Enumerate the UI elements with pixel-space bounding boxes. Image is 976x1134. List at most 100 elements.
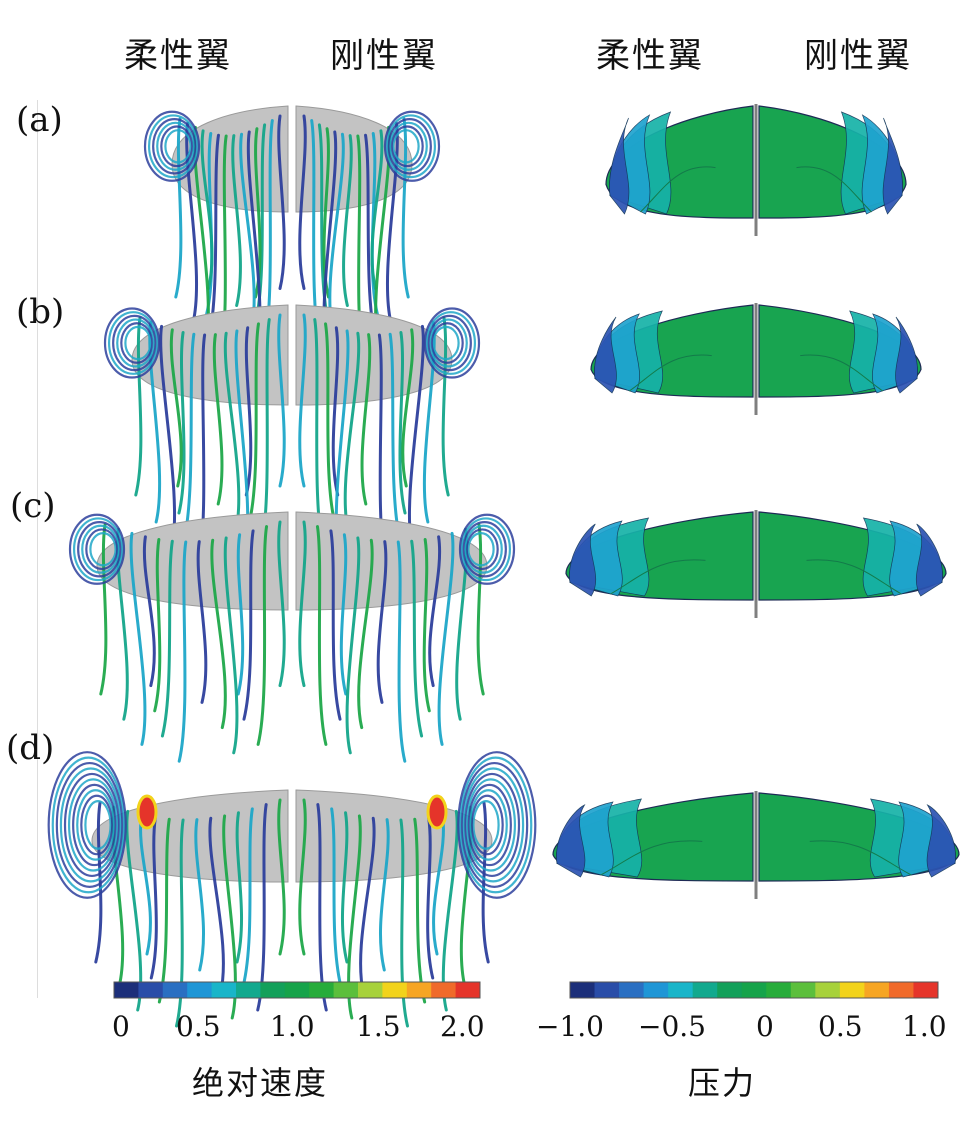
- tip-vortex-loop: [67, 778, 119, 872]
- streamline: [277, 520, 286, 688]
- streamline-rigid-wing: [295, 511, 516, 763]
- streamline: [329, 529, 342, 721]
- header-rigid-pressure: 刚性翼: [804, 36, 912, 76]
- pressure-contour-line: [806, 559, 902, 595]
- pressure-flexible-wing: [552, 792, 754, 882]
- velocity-colorbar-title: 绝对速度: [192, 1064, 329, 1102]
- tip-vortex-loop: [156, 121, 196, 171]
- streamline: [298, 520, 307, 688]
- pressure-flexible-wing: [605, 105, 754, 219]
- pressure-colorbar-segment: [766, 982, 792, 998]
- pressure-rigid-wing: [758, 792, 960, 882]
- streamline: [142, 535, 156, 688]
- row-label-a: (a): [16, 100, 63, 140]
- streamline: [177, 330, 186, 515]
- tip-vortex-loop: [55, 761, 124, 888]
- streamline: [401, 328, 415, 488]
- tip-vortex-loop: [77, 520, 122, 578]
- row-label-b: (b): [16, 292, 65, 332]
- tip-vortex-loop: [68, 513, 126, 585]
- velocity-colorbar-segment: [309, 982, 335, 998]
- wing-surface: [295, 511, 488, 611]
- tip-vortex-loop: [152, 118, 197, 175]
- streamline: [247, 322, 260, 524]
- streamline: [298, 798, 307, 956]
- tip-vortex-loop: [85, 528, 119, 571]
- tip-vortex-loop: [462, 520, 507, 578]
- streamline: [223, 536, 239, 755]
- streamline: [357, 538, 374, 730]
- velocity-tick-3: 1.5: [356, 1010, 401, 1043]
- streamline: [244, 326, 253, 497]
- tip-vortex-loop: [164, 129, 192, 164]
- streamline: [177, 540, 188, 763]
- tip-vortex-loop: [124, 325, 152, 361]
- streamline: [139, 813, 152, 956]
- pressure-colorbar-segment: [913, 982, 939, 998]
- streamline: [376, 540, 388, 704]
- pressure-colorbar-segment: [619, 982, 645, 998]
- velocity-colorbar-segment: [455, 982, 481, 998]
- left-frame-line: [37, 100, 104, 998]
- pressure-contour-band: [915, 523, 943, 597]
- pressure-contour-band: [926, 804, 956, 878]
- streamline: [324, 322, 337, 524]
- streamline: [212, 333, 224, 506]
- velocity-colorbar-segment: [114, 982, 139, 998]
- streamline: [437, 531, 455, 746]
- streamline: [129, 531, 147, 746]
- streamline: [174, 117, 183, 299]
- tip-vortex-loop: [112, 314, 157, 372]
- tip-vortex-loop: [76, 789, 116, 861]
- tip-vortex-loop: [160, 125, 194, 168]
- header-flexible-pressure: 柔性翼: [596, 36, 704, 76]
- tip-vortex-loop: [59, 767, 122, 883]
- streamline: [160, 539, 174, 738]
- streamline: [200, 129, 214, 290]
- streamline: [343, 331, 361, 533]
- tip-vortex-loop: [463, 524, 503, 574]
- tip-vortex-loop: [47, 751, 127, 899]
- streamline: [298, 313, 307, 488]
- velocity-colorbar-segment: [260, 982, 286, 998]
- velocity-colorbar-border: [113, 981, 481, 999]
- streamline-flexible-wing: [47, 751, 289, 1028]
- wing-root-rod: [754, 104, 758, 236]
- body-gap: [290, 506, 294, 730]
- streamline: [370, 129, 384, 290]
- velocity-colorbar-segment: [187, 982, 213, 998]
- tip-vortex-loop: [457, 751, 537, 899]
- streamline: [476, 523, 485, 696]
- streamline-flexible-wing: [103, 304, 289, 569]
- pressure-colorbar-segment: [790, 982, 816, 998]
- streamline: [223, 331, 241, 533]
- pressure-contour-line: [796, 166, 872, 213]
- streamline: [210, 538, 227, 730]
- streamline: [277, 114, 286, 290]
- velocity-tick-2: 1.0: [270, 1010, 315, 1043]
- pressure-colorbar-segment: [888, 982, 914, 998]
- streamline-rigid-wing: [295, 105, 441, 367]
- pressure-contour-band: [594, 316, 617, 394]
- streamline-panels: [47, 100, 537, 1028]
- streamline: [410, 539, 424, 738]
- tip-vortex-loop: [89, 532, 117, 567]
- tip-vortex-loop: [383, 110, 441, 182]
- tip-vortex-loop: [428, 318, 468, 368]
- wing-root-rod: [754, 303, 758, 415]
- streamline: [345, 536, 361, 755]
- streamline: [236, 533, 245, 696]
- pressure-contour-line: [628, 354, 712, 392]
- tip-vortex-loop: [388, 121, 428, 171]
- pressure-colorbar-segment: [643, 982, 669, 998]
- pressure-colorbar-segment: [594, 982, 620, 998]
- streamline: [432, 813, 445, 956]
- streamline: [277, 313, 286, 488]
- streamline-panel-c: [68, 506, 516, 763]
- pressure-colorbar-segment: [570, 982, 596, 998]
- pressure-flexible-wing: [565, 511, 754, 601]
- streamline: [401, 117, 410, 299]
- streamline: [235, 811, 243, 964]
- tip-vortex-loop: [423, 307, 481, 379]
